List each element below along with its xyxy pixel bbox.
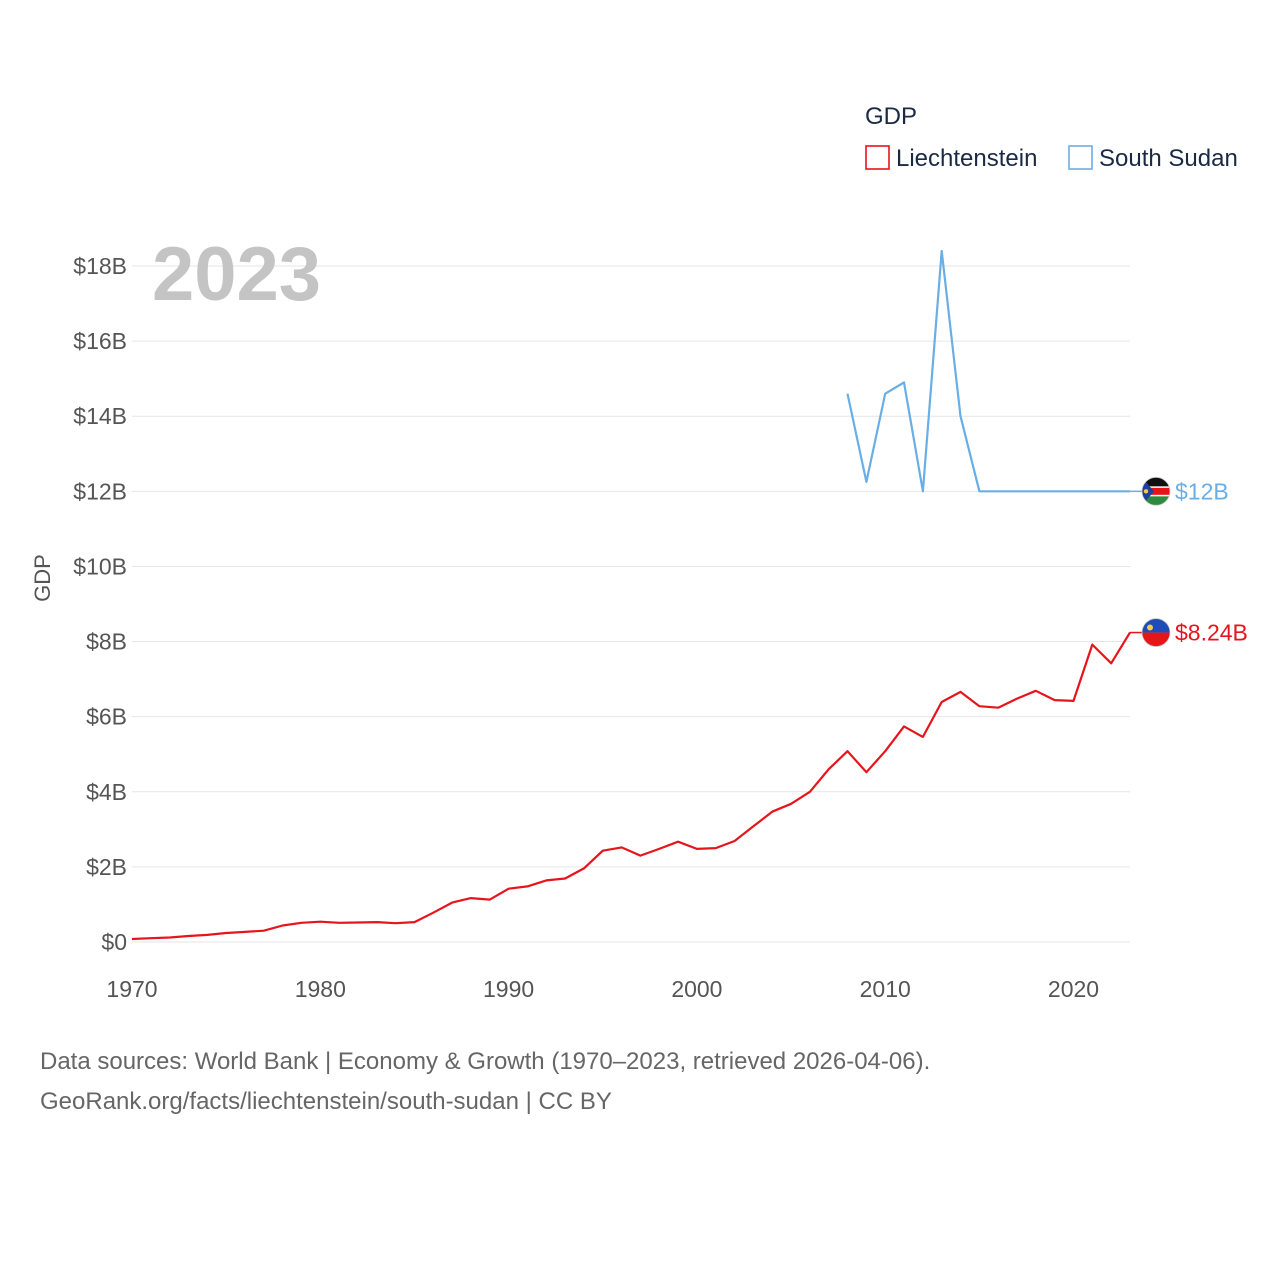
- liechtenstein-flag-icon: [1141, 618, 1171, 647]
- y-tick-label: $12B: [73, 478, 127, 504]
- y-tick-label: $18B: [73, 253, 127, 279]
- series-line-south-sudan: [846, 249, 1130, 493]
- year-watermark: 2023: [152, 232, 321, 317]
- footer-source-line: Data sources: World Bank | Economy & Gro…: [40, 1048, 931, 1075]
- y-tick-label: $8B: [86, 629, 127, 655]
- legend-label-liechtenstein: Liechtenstein: [896, 145, 1037, 172]
- endpoint-value-label-south-sudan: $12B: [1175, 478, 1229, 504]
- legend-label-south-sudan: South Sudan: [1099, 145, 1238, 172]
- y-tick-label: $16B: [73, 328, 127, 354]
- x-tick-label: 1970: [106, 976, 157, 1002]
- south-sudan-flag-icon: [1141, 476, 1171, 506]
- legend-item-south-sudan[interactable]: South Sudan: [1068, 145, 1238, 172]
- series-line-liechtenstein: [131, 631, 1131, 941]
- x-tick-label: 2020: [1048, 976, 1099, 1002]
- series-lines: [131, 249, 1131, 941]
- endpoint-value-label-liechtenstein: $8.24B: [1175, 620, 1248, 646]
- series-endpoints: $8.24B $12B: [1130, 476, 1248, 647]
- y-tick-label: $0: [101, 929, 127, 955]
- data-source-footer: Data sources: World Bank | Economy & Gro…: [40, 1042, 1240, 1122]
- x-tick-label: 1990: [483, 976, 534, 1002]
- gridlines: [132, 265, 1130, 943]
- y-tick-label: $14B: [73, 403, 127, 429]
- legend: GDP Liechtenstein South Sudan: [865, 103, 1238, 172]
- legend-swatch-south-sudan: [1068, 145, 1093, 170]
- footer-attribution-line: GeoRank.org/facts/liechtenstein/south-su…: [40, 1088, 612, 1115]
- legend-item-liechtenstein[interactable]: Liechtenstein: [865, 145, 1037, 172]
- x-tick-label: 2010: [860, 976, 911, 1002]
- y-tick-label: $2B: [86, 854, 127, 880]
- y-tick-label: $6B: [86, 704, 127, 730]
- y-axis-ticks: $0 $2B $4B $6B $8B $10B $12B $14B $16B $18B: [73, 253, 127, 955]
- y-tick-label: $4B: [86, 779, 127, 805]
- x-axis-ticks: 1970 1980 1990 2000 2010 2020: [106, 976, 1099, 1002]
- y-tick-label: $10B: [73, 553, 127, 579]
- x-tick-label: 1980: [295, 976, 346, 1002]
- legend-swatch-liechtenstein: [865, 145, 890, 170]
- legend-title: GDP: [865, 103, 917, 130]
- x-tick-label: 2000: [671, 976, 722, 1002]
- y-axis-title: GDP: [30, 554, 55, 602]
